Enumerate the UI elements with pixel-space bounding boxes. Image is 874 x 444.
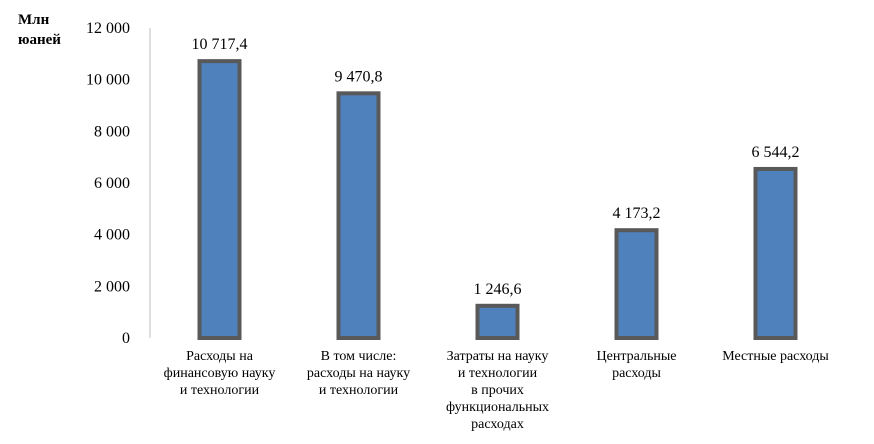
x-tick-label-line: Центральные: [596, 349, 677, 364]
x-tick-label-line: функциональных: [445, 400, 550, 415]
data-label: 6 544,2: [752, 144, 800, 161]
x-tick-label-line: в прочих: [471, 383, 524, 398]
x-tick-label-line: и технологии: [179, 383, 260, 398]
y-tick-label: 6 000: [94, 175, 130, 192]
x-tick-label: Расходы на финансовую науку и технологии: [155, 348, 285, 399]
bar: [475, 303, 520, 341]
x-tick-label-line: расходах: [471, 417, 524, 432]
x-tick-label-line: финансовую науку: [163, 366, 276, 381]
x-tick-label-line: Затраты на науку: [446, 349, 549, 364]
x-tick-label-line: и технологии: [318, 383, 399, 398]
data-label: 9 470,8: [335, 68, 383, 85]
data-label: 4 173,2: [613, 205, 661, 222]
y-axis-title: Млн юаней: [18, 10, 78, 50]
x-tick-label-line: Местные расходы: [722, 349, 829, 364]
axes: 0 2 000 4 000 6 000 8 000 10 000 12 000: [86, 20, 151, 347]
bar: [336, 91, 381, 341]
x-tick-label: Местные расходы: [711, 348, 841, 365]
bars: [197, 59, 798, 341]
x-tick-label-line: и технологии: [457, 366, 538, 381]
x-tick-label: В том числе: расходы на науку и технологии: [294, 348, 424, 399]
data-label: 1 246,6: [474, 281, 522, 298]
y-tick-label: 2 000: [94, 278, 130, 295]
y-axis-title-line: Млн: [18, 12, 50, 28]
y-axis-title-line: юаней: [18, 32, 61, 48]
y-tick-label: 4 000: [94, 227, 130, 244]
y-tick-label: 10 000: [86, 72, 130, 89]
x-tick-label: Затраты на науку и технологии в прочих функ…: [433, 348, 563, 433]
y-tick-label: 0: [122, 330, 130, 347]
x-tick-label: Центральные расходы: [572, 348, 702, 382]
y-tick-label: 8 000: [94, 123, 130, 140]
bar: [197, 59, 242, 341]
bar: [753, 166, 798, 340]
y-tick-label: 12 000: [86, 20, 130, 37]
x-tick-label-line: В том числе:: [320, 349, 397, 364]
bar: [614, 228, 659, 340]
value-labels: 10 717,4 9 470,8 1 246,6 4 173,2 6 544,2: [192, 36, 800, 298]
x-tick-label-line: расходы: [612, 366, 661, 381]
x-tick-label-line: расходы на науку: [306, 366, 411, 381]
data-label: 10 717,4: [192, 36, 248, 53]
x-tick-label-line: Расходы на: [186, 349, 253, 364]
